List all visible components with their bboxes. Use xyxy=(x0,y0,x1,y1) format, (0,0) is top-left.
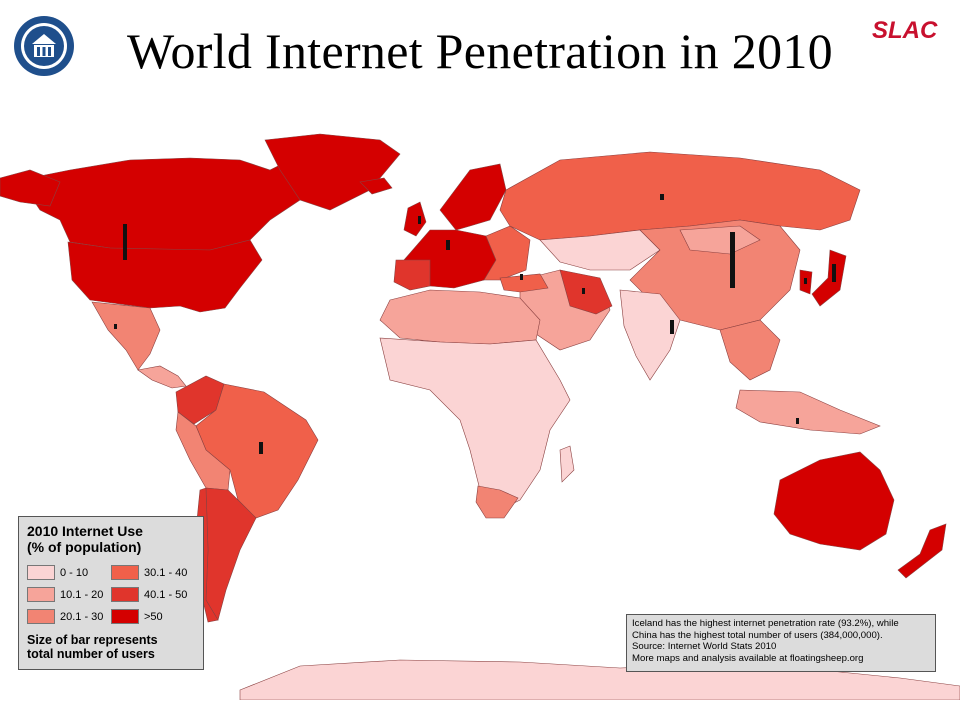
legend-label: 40.1 - 50 xyxy=(144,588,188,601)
country-alaska xyxy=(0,169,61,207)
country-japan xyxy=(811,249,847,307)
user-bar-china xyxy=(730,232,735,288)
country-mongolia xyxy=(679,225,761,255)
user-bar-turkey xyxy=(520,274,523,280)
legend-label: 10.1 - 20 xyxy=(60,588,104,601)
map-legend: 2010 Internet Use (% of population) 0 - … xyxy=(18,516,204,670)
legend-label: 20.1 - 30 xyxy=(60,610,104,623)
legend-note-line1: Size of bar represents xyxy=(27,633,158,647)
legend-swatch xyxy=(27,587,55,602)
university-seal-icon xyxy=(14,16,74,76)
user-bar-korea xyxy=(804,278,807,284)
country-australia xyxy=(773,451,895,551)
user-bar-india xyxy=(670,320,674,334)
region-scandinavia xyxy=(439,163,507,231)
source-line: China has the highest total number of us… xyxy=(632,629,883,641)
country-india xyxy=(619,289,681,381)
legend-label: 0 - 10 xyxy=(60,566,89,579)
source-line: Iceland has the highest internet penetra… xyxy=(632,618,899,629)
legend-note-line2: total number of users xyxy=(27,647,155,661)
user-bar-iran xyxy=(582,288,585,294)
region-sub-saharan-africa xyxy=(379,337,571,511)
user-bar-japan xyxy=(832,264,836,282)
country-madagascar xyxy=(559,445,575,483)
legend-item: 10.1 - 20 xyxy=(27,587,111,602)
country-mexico xyxy=(91,301,161,371)
legend-swatch xyxy=(27,565,55,580)
user-bar-russia xyxy=(660,194,664,200)
source-note-box: Iceland has the highest internet penetra… xyxy=(626,614,936,672)
country-usa xyxy=(67,239,263,313)
legend-swatch xyxy=(111,565,139,580)
legend-item: 0 - 10 xyxy=(27,565,111,580)
country-iceland xyxy=(359,177,393,195)
legend-title: 2010 Internet Use xyxy=(27,523,143,539)
country-malaysia-indonesia xyxy=(735,389,881,435)
page-title: World Internet Penetration in 2010 xyxy=(126,23,833,79)
country-kazakhstan xyxy=(539,229,661,271)
user-bar-mexico xyxy=(114,324,117,329)
user-bar-germany xyxy=(446,240,450,250)
user-bar-usa xyxy=(123,224,127,260)
legend-swatch xyxy=(27,609,55,624)
legend-item: 30.1 - 40 xyxy=(111,565,195,580)
source-line: Source: Internet World Stats 2010 xyxy=(632,641,777,652)
user-bar-indonesia xyxy=(796,418,799,424)
legend-item: >50 xyxy=(111,609,195,624)
legend-label: >50 xyxy=(144,610,163,623)
legend-item: 20.1 - 30 xyxy=(27,609,111,624)
legend-label: 30.1 - 40 xyxy=(144,566,188,579)
world-map xyxy=(0,133,960,700)
region-north-africa xyxy=(379,289,541,345)
region-eastern-europe xyxy=(483,225,531,281)
user-bar-uk xyxy=(418,216,421,224)
slac-logo: SLAC xyxy=(872,17,938,44)
country-iran xyxy=(559,269,613,315)
region-central-america xyxy=(137,365,187,389)
country-new-zealand xyxy=(897,523,947,579)
source-line: More maps and analysis available at floa… xyxy=(632,652,864,664)
legend-swatch xyxy=(111,609,139,624)
country-turkey xyxy=(499,273,549,293)
region-southeast-asia xyxy=(719,319,781,381)
country-iberia xyxy=(393,259,431,291)
country-uk xyxy=(403,201,427,237)
legend-swatch xyxy=(111,587,139,602)
country-canada xyxy=(19,157,331,251)
country-south-africa xyxy=(475,485,519,519)
user-bar-brazil xyxy=(259,442,263,454)
legend-item: 40.1 - 50 xyxy=(111,587,195,602)
slac-logo-text: SLAC xyxy=(872,17,938,44)
legend-subtitle: (% of population) xyxy=(27,539,142,555)
